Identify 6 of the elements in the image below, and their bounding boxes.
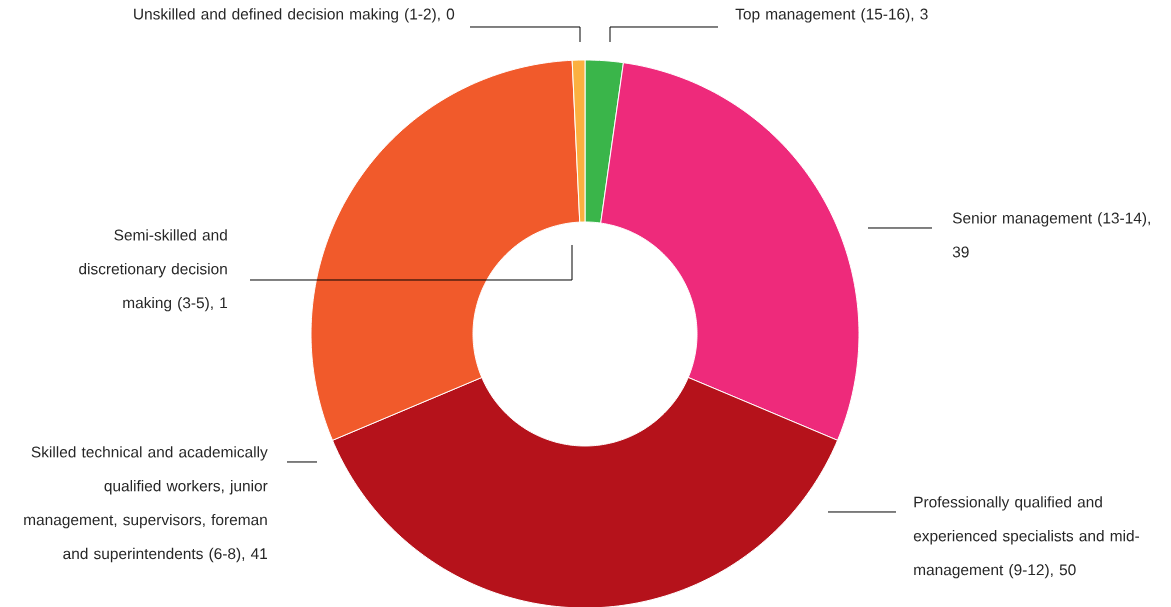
category-label: Skilled technical and academically qualified workers, junior management, supervisors, foreman and superintendents (6-8), 41 — [24, 446, 268, 563]
category-label: Senior management (13-14), 39 — [952, 212, 1150, 258]
category-label: Professionally qualified and experienced specialists and mid-management (9-12), 50 — [913, 496, 1140, 579]
category-label: Semi-skilled and discretionary decision making (3-5), 1 — [79, 229, 228, 312]
category-label: Unskilled and defined decision making (1-2), 0 — [134, 8, 455, 23]
slice-label: Top management (15-16), 3 — [735, 8, 928, 23]
